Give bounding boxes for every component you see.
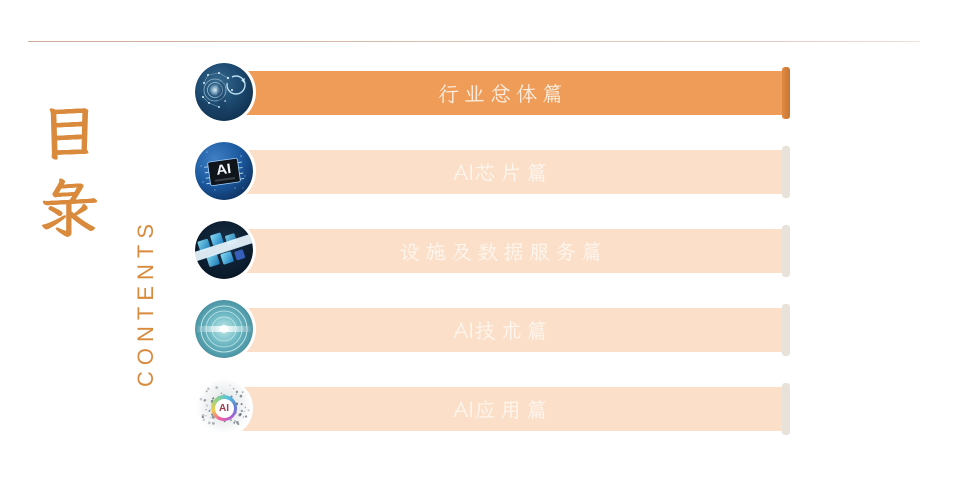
svg-text:AI: AI <box>215 161 232 178</box>
